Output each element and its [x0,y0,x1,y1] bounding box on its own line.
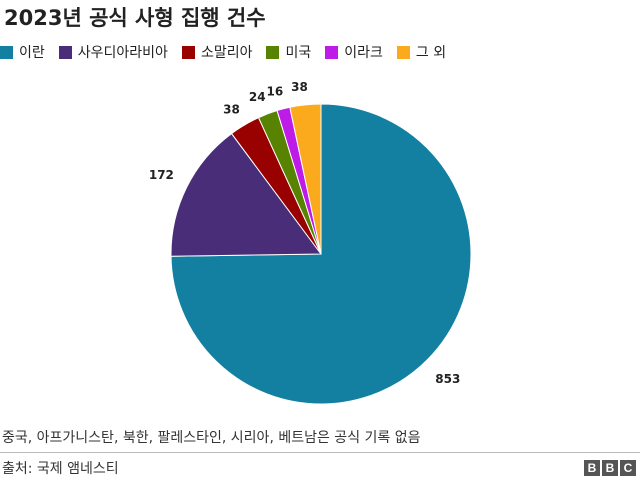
legend-label: 그 외 [415,45,447,61]
data-label: 24 [249,90,266,104]
legend-swatch [0,45,13,59]
bbc-logo-letter: C [620,460,636,476]
data-label: 38 [291,80,308,94]
source-note: 출처: 국제 앰네스티 [2,461,119,477]
legend-swatch [266,45,280,59]
pie-chart: 853 172 38 24 16 38 [149,80,472,405]
legend-swatch [325,45,339,59]
legend-label: 사우디아라비아 [77,45,168,61]
legend-item: 이라크 [325,42,383,62]
legend-label: 이라크 [344,45,383,61]
bbc-logo-letter: B [584,460,600,476]
bbc-logo-letter: B [602,460,618,476]
legend-item: 미국 [266,42,311,62]
legend-label: 소말리아 [200,45,253,61]
legend-swatch [181,45,195,59]
pie-slice [170,132,322,257]
data-label: 172 [149,168,174,182]
legend-swatch [396,45,410,59]
legend-label: 이란 [19,45,45,61]
footer-divider [0,452,640,453]
data-label: 38 [223,102,240,116]
data-label: 16 [267,84,284,98]
legend-swatch [58,45,72,59]
legend-item: 사우디아라비아 [58,42,168,62]
pie-slice [170,103,472,405]
data-label: 853 [435,372,460,386]
pie-slice [289,103,322,255]
legend-item: 이란 [0,42,45,62]
chart-title: 2023년 공식 사형 집행 건수 [4,6,266,30]
chart-legend: 이란 사우디아라비아 소말리아 미국 이라크 그 외 [0,42,460,62]
legend-item: 그 외 [396,42,447,62]
chart-footnote: 중국, 아프가니스탄, 북한, 팔레스타인, 시리아, 베트남은 공식 기록 없… [2,430,421,446]
legend-label: 미국 [285,45,312,61]
bbc-logo: B B C [584,460,636,476]
legend-item: 소말리아 [181,42,253,62]
